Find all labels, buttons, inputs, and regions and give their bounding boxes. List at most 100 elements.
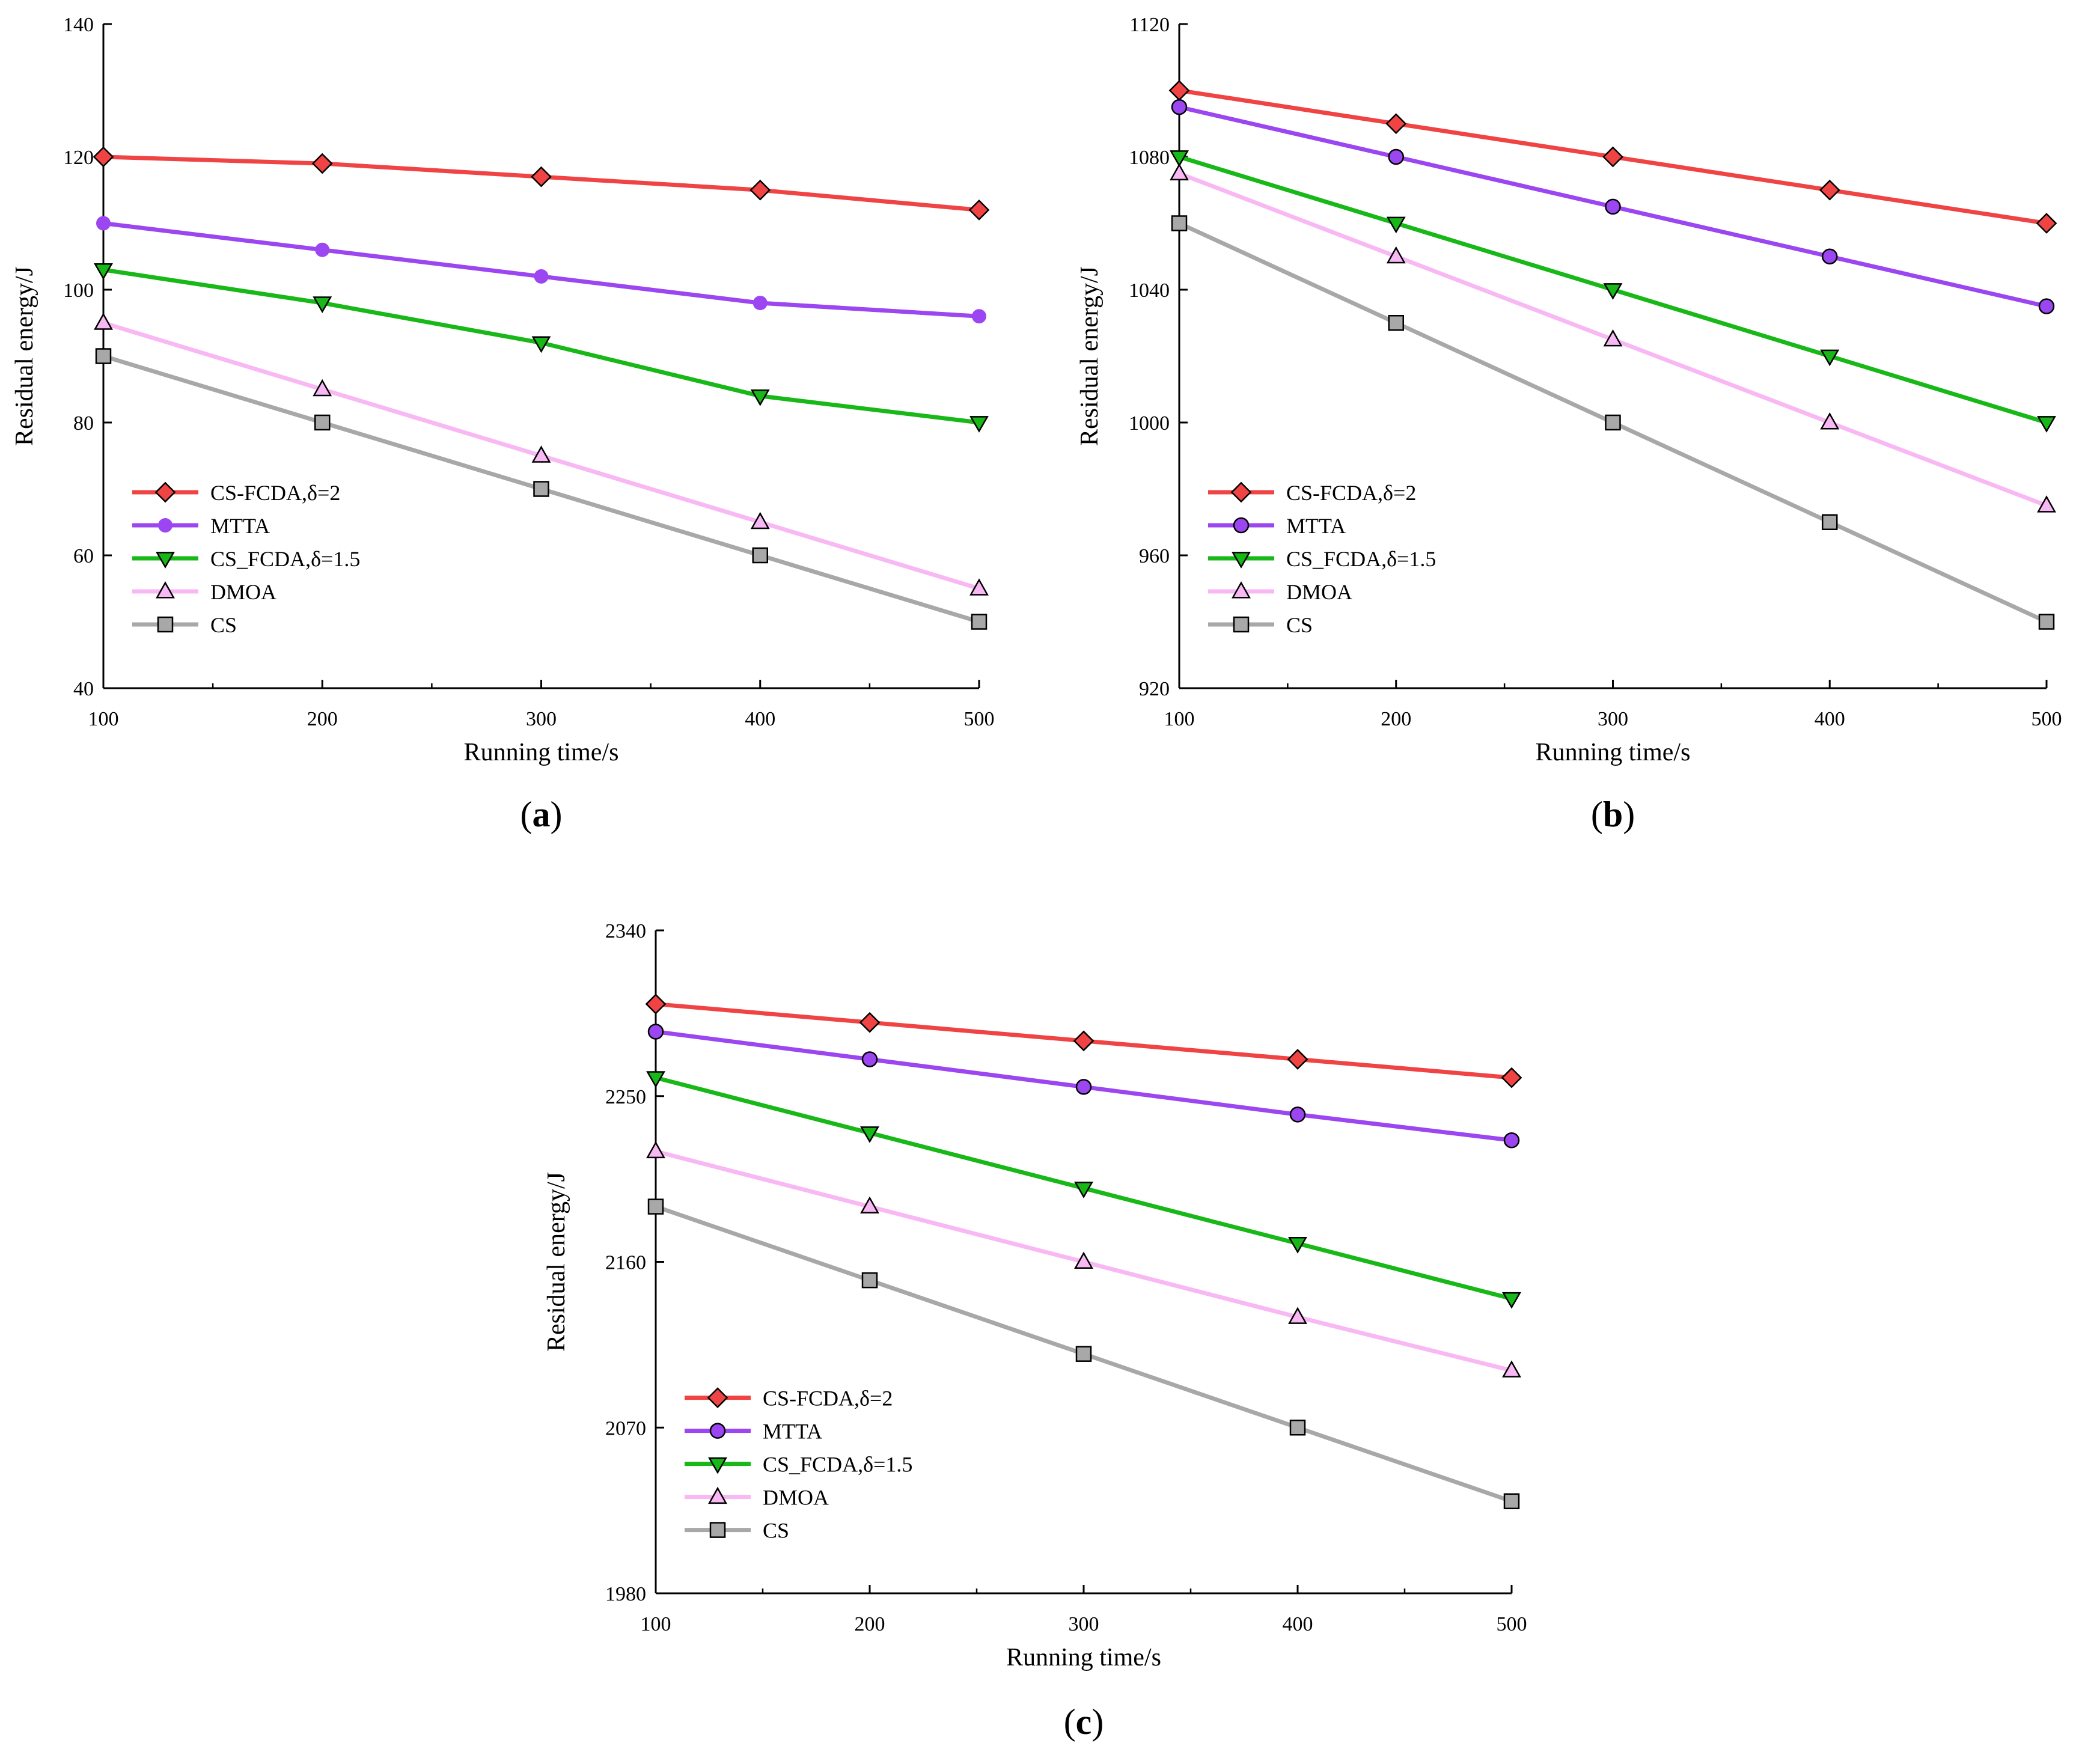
data-point: [313, 296, 332, 314]
data-point: [972, 309, 986, 324]
data-point: [533, 481, 549, 497]
data-point: [750, 511, 770, 530]
data-point: [1386, 246, 1406, 264]
series-MTTA: [1171, 99, 2055, 314]
data-point: [645, 993, 667, 1015]
legend-item: DMOA: [132, 580, 276, 604]
data-point: [861, 1051, 878, 1067]
data-point: [313, 379, 332, 397]
y-tick-label: 1040: [1129, 279, 1170, 302]
series-CS: [1171, 215, 2055, 630]
y-axis-title: Residual energy/J: [1076, 266, 1104, 446]
y-tick-label: 2070: [605, 1417, 646, 1439]
legend-marker: [1230, 481, 1252, 503]
data-point: [531, 336, 551, 353]
series-DMOA: [1170, 163, 2056, 513]
y-axis-title: Residual energy/J: [543, 1172, 570, 1352]
x-tick-label: 500: [2032, 708, 2062, 730]
legend: CS-FCDA,δ=2 MTTA CS_FCDA,δ=1.5 DMOA CS: [1208, 481, 1436, 637]
legend-marker: [1232, 581, 1251, 599]
panel-label: (a): [521, 795, 563, 834]
data-point: [646, 1071, 665, 1088]
y-tick-label: 80: [73, 412, 94, 435]
data-point: [647, 1198, 664, 1215]
y-tick-label: 2340: [605, 920, 646, 942]
data-point: [647, 1024, 664, 1040]
data-point: [1075, 1346, 1092, 1362]
series-MTTA: [647, 1024, 1520, 1149]
data-point: [971, 614, 988, 630]
data-point: [1168, 80, 1190, 101]
data-point: [1289, 1420, 1306, 1436]
series-CS-FCDA-2: [93, 146, 990, 221]
panel-label: (c): [1064, 1702, 1104, 1742]
y-tick-label: 100: [63, 279, 94, 302]
legend-item: CS-FCDA,δ=2: [685, 1387, 893, 1411]
legend-marker: [158, 518, 172, 533]
legend-marker: [708, 1457, 727, 1474]
y-tick-label: 2250: [605, 1086, 646, 1108]
data-point: [1388, 315, 1404, 331]
y-tick-label: 2160: [605, 1252, 646, 1274]
data-point: [1388, 148, 1404, 165]
data-point: [1820, 349, 1840, 367]
legend-item: DMOA: [685, 1486, 829, 1510]
data-point: [860, 1126, 879, 1143]
data-point: [1602, 146, 1623, 168]
legend-marker: [1232, 552, 1251, 569]
data-point: [749, 179, 771, 201]
legend-item: CS_FCDA,δ=1.5: [1208, 547, 1436, 571]
x-tick-label: 200: [1381, 708, 1411, 730]
legend-label: CS_FCDA,δ=1.5: [763, 1453, 912, 1477]
series-CS_FCDA-1.5: [646, 1071, 1521, 1309]
x-tick-label: 100: [1164, 708, 1195, 730]
data-point: [531, 166, 552, 188]
data-point: [1171, 99, 1188, 115]
series-MTTA: [96, 216, 986, 324]
series-CS_FCDA-1.5: [1170, 150, 2056, 433]
data-point: [2037, 416, 2056, 433]
legend-item: CS-FCDA,δ=2: [132, 481, 340, 505]
legend-marker: [154, 481, 176, 503]
legend-label: CS-FCDA,δ=2: [1286, 481, 1416, 505]
data-point: [969, 578, 989, 596]
y-tick-label: 1080: [1129, 147, 1170, 169]
x-tick-label: 300: [526, 708, 557, 730]
data-point: [861, 1272, 878, 1289]
legend-item: CS-FCDA,δ=2: [1208, 481, 1416, 505]
legend: CS-FCDA,δ=2 MTTA CS_FCDA,δ=1.5 DMOA CS: [685, 1387, 912, 1543]
legend-label: CS-FCDA,δ=2: [763, 1387, 893, 1411]
legend-label: CS: [210, 613, 237, 637]
data-point: [1170, 163, 1189, 181]
series-CS_FCDA-1.5: [94, 263, 989, 433]
legend-label: CS_FCDA,δ=1.5: [210, 547, 360, 571]
legend-item: MTTA: [132, 514, 270, 538]
series-CS-FCDA-2: [1168, 80, 2057, 234]
y-tick-label: 1980: [605, 1583, 646, 1605]
data-point: [1073, 1030, 1094, 1052]
legend-label: DMOA: [763, 1486, 829, 1510]
data-point: [1074, 1182, 1093, 1198]
data-point: [1503, 1493, 1520, 1510]
data-point: [1170, 150, 1189, 167]
legend-label: DMOA: [1286, 580, 1352, 604]
data-point: [94, 263, 113, 280]
y-tick-label: 920: [1139, 678, 1170, 700]
data-point: [2036, 213, 2057, 234]
x-tick-label: 200: [307, 708, 338, 730]
x-tick-label: 300: [1598, 708, 1628, 730]
data-point: [94, 313, 113, 330]
legend-item: MTTA: [1208, 514, 1346, 538]
legend-label: DMOA: [210, 580, 276, 604]
data-point: [1822, 514, 1838, 530]
legend-marker: [156, 552, 175, 569]
data-point: [1605, 198, 1621, 215]
data-point: [969, 416, 989, 433]
data-point: [1075, 1079, 1092, 1095]
series-CS-FCDA-2: [645, 993, 1522, 1088]
data-point: [1603, 329, 1623, 347]
data-point: [1288, 1237, 1307, 1254]
legend-item: MTTA: [685, 1420, 822, 1444]
y-tick-label: 40: [73, 678, 94, 700]
